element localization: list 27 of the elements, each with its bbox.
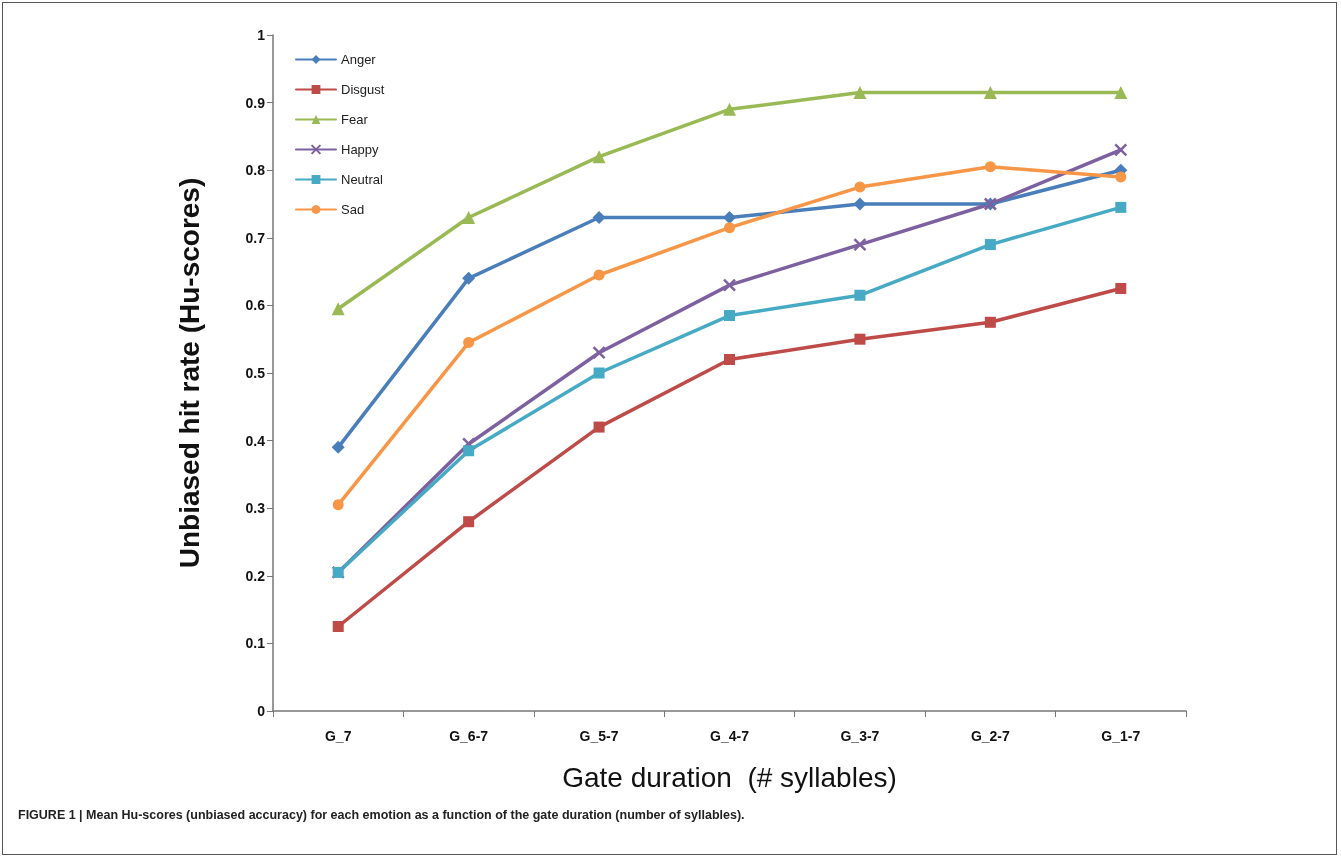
y-tick-label: 0.5: [245, 365, 266, 381]
y-tick-label: 0.1: [245, 635, 266, 652]
x-tick-label: G_4-7: [710, 728, 750, 744]
y-tick-label: 0.3: [245, 500, 266, 517]
y-tick-label: 0.7: [245, 229, 266, 246]
y-tick-label: 0: [257, 703, 266, 719]
x-tick-label: G_7: [324, 728, 352, 744]
x-tick-label: G_1-7: [1101, 728, 1141, 744]
y-tick-label: 0.4: [245, 432, 266, 449]
legend-label: Anger: [341, 52, 377, 67]
legend-label: Happy: [341, 142, 380, 157]
y-tick-label: 0.9: [245, 94, 266, 111]
caption: FIGURE 1 | Mean Hu-scores (unbiased accuracy) for each emotion as a function of the gate duration (number of syllables).: [18, 807, 745, 822]
x-tick-label: G_3-7: [840, 728, 880, 744]
x-tick-label: G_2-7: [970, 728, 1011, 744]
y-axis-title: Unbiased hit rate (Hu-scores): [173, 177, 205, 569]
y-tick-label: 1: [257, 27, 266, 43]
legend-label: Sad: [341, 202, 365, 217]
y-tick-label: 0.6: [245, 297, 266, 314]
legend-label: Neutral: [341, 172, 384, 187]
y-tick-label: 0.8: [245, 162, 266, 179]
y-tick-label: 0.2: [245, 567, 266, 584]
x-axis-title: Gate duration (# syllables): [562, 761, 897, 793]
legend-label: Fear: [341, 112, 369, 127]
legend-label: Disgust: [341, 82, 385, 97]
x-tick-label: G_6-7: [449, 728, 489, 744]
x-tick-label: G_5-7: [579, 728, 619, 744]
